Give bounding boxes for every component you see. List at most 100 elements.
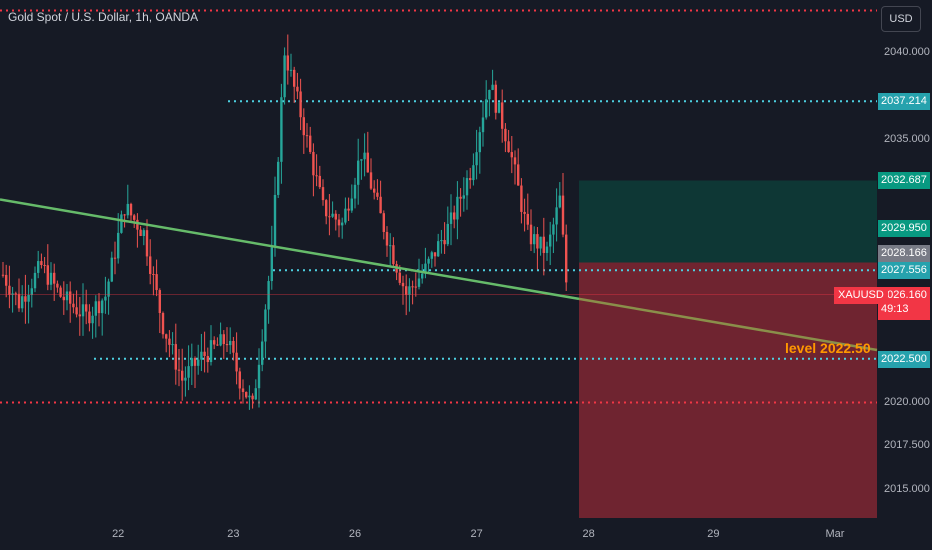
candle-body <box>382 213 385 232</box>
candle-body <box>472 165 475 181</box>
candle-body <box>187 366 190 378</box>
candle-body <box>62 296 65 301</box>
candle-body <box>344 208 347 223</box>
candle-body <box>430 252 433 259</box>
candle-body <box>459 196 462 199</box>
candle-body <box>8 285 11 295</box>
x-tick-label: Mar <box>826 528 845 540</box>
candle-body <box>251 395 254 400</box>
trendline-level-label: level 2022.50 <box>785 340 871 356</box>
candle-body <box>113 257 117 259</box>
x-tick-label: 22 <box>112 528 124 540</box>
candle-body <box>152 273 155 275</box>
candle-body <box>277 161 280 195</box>
candle-body <box>321 187 325 201</box>
candle-body <box>46 265 49 285</box>
candle-body <box>296 86 299 92</box>
candle-body <box>478 132 481 153</box>
candle-body <box>209 340 213 363</box>
x-tick-label: 28 <box>582 528 594 540</box>
countdown-badge: 49:13 <box>878 300 912 318</box>
candle-body <box>65 291 69 301</box>
candle-body <box>267 281 270 310</box>
candle-body <box>337 219 341 226</box>
candle-body <box>417 278 421 287</box>
candle-body <box>539 236 542 249</box>
candle-body <box>241 388 245 392</box>
y-tick-label: 2015.000 <box>884 483 930 495</box>
candle-body <box>312 151 315 176</box>
candles <box>0 34 877 410</box>
candle-body <box>510 152 513 158</box>
candle-body <box>302 117 305 136</box>
candle-body <box>363 152 366 160</box>
candle-body <box>360 159 363 161</box>
candle-body <box>174 344 177 370</box>
candle-body <box>405 286 408 295</box>
price-badge: 2028.166 <box>878 244 930 262</box>
stop-zone <box>579 262 877 518</box>
candle-body <box>309 135 312 152</box>
candle-body <box>59 287 62 297</box>
candle-body <box>190 358 193 367</box>
candle-body <box>245 391 248 398</box>
candle-body <box>94 301 97 316</box>
candle-body <box>334 213 337 220</box>
candle-body <box>27 294 30 302</box>
candle-body <box>513 157 517 165</box>
candle-body <box>366 152 369 173</box>
candle-body <box>373 188 376 193</box>
candle-body <box>462 195 465 199</box>
candle-body <box>289 69 293 71</box>
candle-body <box>491 84 494 90</box>
candle-body <box>193 358 197 366</box>
candle-body <box>369 172 373 189</box>
candle-body <box>353 184 357 199</box>
candle-body <box>408 286 411 295</box>
candle-body <box>203 351 206 356</box>
candle-body <box>401 282 405 287</box>
candle-body <box>552 224 555 235</box>
candle-body <box>433 252 437 257</box>
x-tick-label: 26 <box>349 528 361 540</box>
candle-body <box>53 272 56 284</box>
candle-body <box>453 212 456 220</box>
candle-body <box>421 273 424 279</box>
candle-body <box>24 296 27 302</box>
candle-body <box>398 272 401 283</box>
candle-body <box>488 89 491 100</box>
candle-body <box>523 211 526 214</box>
candle-body <box>85 304 88 312</box>
candle-body <box>315 175 318 177</box>
candle-body <box>17 293 21 309</box>
candle-body <box>469 178 472 181</box>
candle-body <box>225 344 229 346</box>
candle-body <box>158 290 161 313</box>
symbol-badge: XAUUSD <box>834 286 888 304</box>
candle-body <box>443 240 446 245</box>
candle-body <box>104 296 107 301</box>
candle-body <box>142 230 145 237</box>
candle-body <box>155 274 158 291</box>
candle-body <box>238 371 241 389</box>
candle-body <box>69 291 72 304</box>
currency-button[interactable]: USD <box>881 6 921 32</box>
candle-body <box>392 245 395 265</box>
candle-body <box>11 293 14 295</box>
candle-body <box>341 222 344 226</box>
candle-body <box>565 234 568 283</box>
y-tick-label: 2017.500 <box>884 439 930 452</box>
candle-body <box>1 274 5 276</box>
candle-body <box>56 283 59 288</box>
candle-body <box>165 334 168 339</box>
candle-body <box>171 344 174 346</box>
chart-title: Gold Spot / U.S. Dollar, 1h, OANDA <box>8 10 199 24</box>
candle-body <box>133 215 136 220</box>
trendline-projection <box>578 297 878 352</box>
candle-body <box>446 223 449 245</box>
candle-body <box>40 261 43 266</box>
candle-body <box>123 214 126 216</box>
candle-body <box>507 141 510 153</box>
candle-body <box>504 128 507 142</box>
